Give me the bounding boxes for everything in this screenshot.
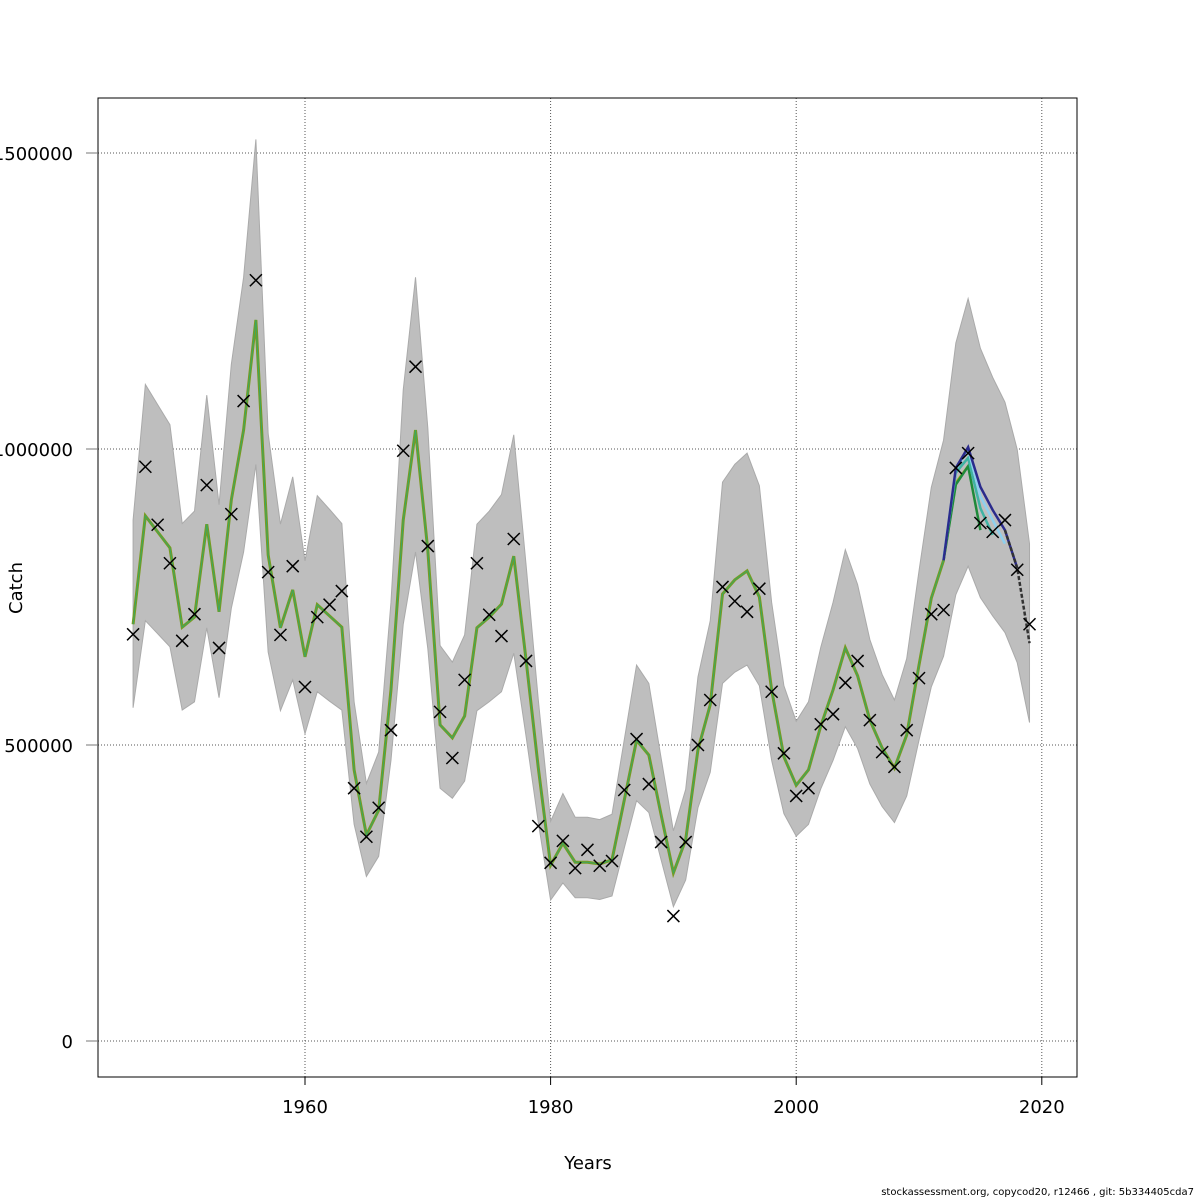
observed-point [715,580,730,594]
observed-point [224,507,238,521]
x-tick-label: 2000 [773,1097,819,1118]
observed-point [163,556,177,570]
observed-point [151,518,165,532]
observed-point [752,582,766,596]
observed-point [912,671,926,685]
observed-point [961,446,975,460]
observed-point [396,444,410,458]
y-tick-label: 1500000 [0,144,73,165]
observed-point [642,777,656,791]
observed-point [814,717,828,731]
x-axis-label: Years [563,1153,612,1174]
footer-credit: stockassessment.org, copycod20, r12466 ,… [881,1187,1194,1198]
y-tick-label: 500000 [4,736,73,757]
observed-point [286,559,300,573]
observed-point [851,654,865,668]
observed-point [531,819,545,833]
observed-point [617,783,631,797]
observed-point [826,707,840,721]
observed-point [359,830,373,844]
observed-point [924,607,938,621]
observed-point [298,680,312,694]
observed-point [519,654,533,668]
observed-point [507,532,521,546]
observed-point [237,394,251,408]
observed-point [691,738,705,752]
observed-point [887,760,901,774]
observed-point [445,751,459,765]
observed-point [470,556,484,570]
observed-point [973,516,987,530]
observed-point [273,628,287,642]
observed-point [593,859,607,873]
observed-point [138,460,152,474]
observed-point [986,525,1000,539]
observed-point [372,801,386,815]
observed-point [1022,617,1037,631]
observed-point [347,781,361,795]
observed-point [863,713,877,727]
observed-point [200,478,214,492]
axis-ticks: 1960 1980 2000 2020 0 500000 1000000 1500000 [0,144,1065,1118]
x-tick-label: 1980 [528,1097,574,1118]
observed-point [482,608,496,622]
observed-point [630,732,644,746]
x-tick-label: 2020 [1019,1097,1065,1118]
fitted-line-overlay [132,319,945,875]
observed-point [433,705,447,719]
plot-frame [97,97,1078,1078]
observed-point [580,843,594,857]
observed-point [998,513,1012,527]
y-tick-label: 1000000 [0,440,73,461]
observed-point [544,856,558,870]
observed-point [568,861,582,875]
observed-point [740,605,754,619]
observed-point [556,834,570,848]
observed-point [838,676,852,690]
observed-point [777,746,791,760]
retro-line [1003,529,1031,644]
observed-point [494,629,509,643]
observed-point [949,461,963,475]
observed-point [261,565,275,579]
observed-point [384,723,398,737]
observed-point [335,584,349,598]
observed-point [875,745,889,759]
observed-point [900,723,914,737]
observed-point [801,781,816,795]
observed-point [666,909,680,923]
observed-point [605,854,619,868]
observed-point [126,627,140,641]
observed-point [654,835,668,849]
observed-point [765,685,779,699]
observed-point [249,273,263,287]
observed-point [703,693,717,707]
observed-point [212,641,226,655]
observed-point [408,360,423,374]
observed-point [1010,563,1024,577]
observed-point [458,673,472,687]
observed-point [175,634,189,648]
observed-point [679,835,693,849]
observed-point [187,607,202,621]
y-tick-label: 0 [62,1032,73,1053]
x-tick-label: 1960 [282,1097,328,1118]
observed-points [126,273,1037,923]
observed-point [323,598,337,612]
observed-point [310,610,324,624]
observed-point [728,594,742,608]
observed-point [421,539,435,553]
confidence-band [132,139,1031,909]
observed-point [789,789,803,803]
y-axis-label: Catch [6,562,27,614]
observed-point [937,603,951,617]
